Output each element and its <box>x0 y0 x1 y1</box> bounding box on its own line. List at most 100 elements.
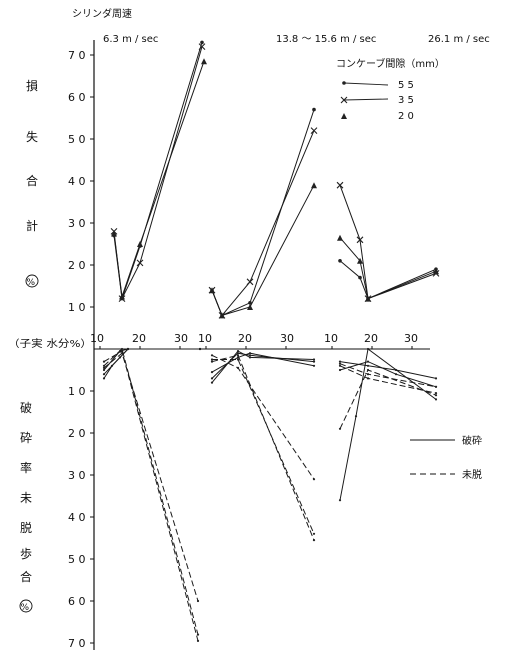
y-tick-bottom-40: 4 0 <box>68 511 94 524</box>
concave-legend-label-55: 5 5 <box>398 80 414 91</box>
panel-2-unthreshed-series-20 <box>210 354 316 481</box>
y-tick-top-70: 7 0 <box>68 49 94 62</box>
panel-1-loss-point-20-2 <box>137 241 143 247</box>
panel-3-loss-line-35 <box>339 185 437 300</box>
svg-text:10: 10 <box>198 332 212 345</box>
panel-3-unthreshed-point-35-0 <box>338 364 342 367</box>
panel-2-unthreshed-point-35-1 <box>236 358 240 361</box>
cross-marker-icon <box>340 96 348 104</box>
panel-2-loss-point-20-1 <box>219 312 225 319</box>
panel-3-loss-point-20-0 <box>337 234 343 241</box>
panel-2-unthreshed-series-35 <box>210 358 316 535</box>
svg-text:20: 20 <box>238 332 252 345</box>
panel-1-crushing-point-20-0 <box>102 368 106 372</box>
svg-text:4 0: 4 0 <box>68 175 86 188</box>
svg-text:計: 計 <box>26 218 38 233</box>
panel-3-crushing-series-20 <box>338 347 438 502</box>
svg-text:失: 失 <box>26 129 38 144</box>
svg-text:6 0: 6 0 <box>68 91 86 104</box>
svg-text:2 0: 2 0 <box>68 259 86 272</box>
panel-2-crushing-point-35-3 <box>312 364 316 367</box>
panel-3-crushing-line-35 <box>339 361 437 388</box>
panel-1-crushing-point-35-0 <box>102 373 106 376</box>
panel-1-loss-series-55 <box>112 40 204 301</box>
y-tick-bottom-50: 5 0 <box>68 553 94 566</box>
panel-2-unthreshed-point-20-2 <box>312 478 316 481</box>
panel-3-crushing-point-35-0 <box>338 368 342 372</box>
y-tick-bottom-30: 3 0 <box>68 469 94 482</box>
panel-1-loss-point-55-3 <box>200 40 204 45</box>
x-ticks-panel-2: 10 20 30 <box>198 332 294 349</box>
panel-3-crushing-point-55-1 <box>366 364 370 367</box>
panel-2-loss-line-35 <box>211 130 315 317</box>
panel-1-unthreshed-line-55 <box>103 350 199 642</box>
panel-1-loss-line-55 <box>113 42 203 299</box>
panel-3-loss-line-55 <box>339 260 437 300</box>
svg-text:6 0: 6 0 <box>68 595 86 608</box>
panel-3-loss-series-20 <box>337 234 439 302</box>
panel-2-loss-point-20-2 <box>247 304 253 310</box>
panel-2-loss-point-55-2 <box>248 301 252 305</box>
svg-text:脱: 脱 <box>20 520 32 535</box>
panel-2-loss-line-55 <box>211 109 315 317</box>
svg-text:%: % <box>21 603 30 613</box>
panel-2-crushing-series-35 <box>210 352 316 374</box>
y-tick-top-10: 1 0 <box>68 301 94 314</box>
svg-text:30: 30 <box>174 332 188 345</box>
svg-text:3 0: 3 0 <box>68 469 86 482</box>
svg-text:破: 破 <box>20 400 32 415</box>
plot-layer <box>102 40 440 643</box>
panel-3-crushing-point-35-2 <box>394 373 398 376</box>
panel-2-unthreshed-line-35 <box>212 359 315 534</box>
panel-1-crushing-point-55-0 <box>102 377 106 380</box>
dot-marker-icon <box>342 81 346 85</box>
panel-3-loss-point-55-1 <box>358 275 362 280</box>
panel-2-unthreshed-line-55 <box>211 354 315 541</box>
line-legend-unthreshed: 未脱 <box>410 468 482 481</box>
panel-1-unthreshed-point-35-0 <box>102 364 106 367</box>
panel-3-unthreshed-point-20-0 <box>338 427 342 430</box>
panel-1-loss-point-35-3 <box>198 43 206 50</box>
panel-1-unthreshed-point-55-0 <box>102 360 106 363</box>
panel-2-crushing-point-20-1 <box>236 350 240 353</box>
svg-text:%: % <box>27 278 36 288</box>
panel-3-loss-point-35-0 <box>336 181 344 189</box>
panel-2-loss-point-35-2 <box>246 278 254 286</box>
panel-3-loss-line-20 <box>339 237 437 300</box>
svg-text:30: 30 <box>280 332 294 345</box>
y-ticks-bottom: 1 0 2 0 3 0 4 0 5 0 6 0 7 0 <box>68 385 94 650</box>
panel-1-crushing-point-20-3 <box>198 347 202 351</box>
panel-2-crushing-point-20-0 <box>210 381 214 384</box>
y-tick-top-50: 5 0 <box>68 133 94 146</box>
speed-label-1: 6.3 m / sec <box>103 34 158 45</box>
panel-3-loss-point-20-2 <box>365 295 371 302</box>
y-ticks-top: 1 0 2 0 3 0 4 0 5 0 6 0 7 0 <box>68 49 94 314</box>
svg-text:20: 20 <box>364 332 378 345</box>
panel-3-crushing-line-20 <box>339 348 437 501</box>
panel-3-crushing-point-20-0 <box>338 499 342 502</box>
panel-2-loss-point-20-3 <box>311 182 317 189</box>
svg-text:10: 10 <box>90 332 104 345</box>
panel-3-loss-point-20-3 <box>433 268 439 275</box>
x-axis-label: （子実 水分%） <box>8 337 92 350</box>
svg-text:1 0: 1 0 <box>68 385 86 398</box>
panel-3-crushing-point-55-3 <box>434 377 438 380</box>
panel-3-unthreshed-series-55 <box>338 362 438 388</box>
panel-3-unthreshed-series-20 <box>338 368 438 430</box>
panel-2-unthreshed-point-55-0 <box>210 360 214 363</box>
panel-3-crushing-point-20-1 <box>354 415 358 418</box>
svg-text:砕: 砕 <box>20 430 32 445</box>
panel-3-unthreshed-series-35 <box>338 364 438 395</box>
svg-text:7 0: 7 0 <box>68 637 86 650</box>
panel-2-unthreshed-point-55-1 <box>236 354 240 357</box>
svg-text:損: 損 <box>26 78 38 93</box>
svg-text:3 0: 3 0 <box>68 217 86 230</box>
panel-3-loss-point-35-1 <box>356 236 364 244</box>
svg-text:5 0: 5 0 <box>68 133 86 146</box>
panel-1-crushing-series-20 <box>102 347 202 372</box>
panel-2-crushing-line-55 <box>211 352 315 379</box>
panel-1-unthreshed-line-35 <box>103 348 199 635</box>
panel-3-unthreshed-point-35-2 <box>434 392 438 395</box>
panel-2-loss-point-55-3 <box>312 107 316 112</box>
